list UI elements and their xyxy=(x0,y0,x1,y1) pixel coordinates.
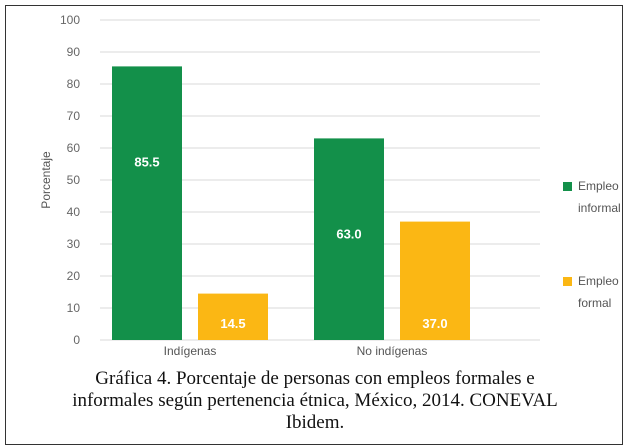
caption-line-2: informales según pertenencia étnica, Méx… xyxy=(72,390,558,411)
x-tick-label: No indígenas xyxy=(357,344,428,358)
y-tick-label: 30 xyxy=(67,237,81,251)
data-label: 85.5 xyxy=(134,154,159,169)
bar xyxy=(112,66,182,341)
y-tick-label: 50 xyxy=(67,173,81,187)
legend-label: formal xyxy=(578,296,611,310)
y-tick-label: 20 xyxy=(67,269,81,283)
y-tick-label: 90 xyxy=(67,45,81,59)
y-tick-label: 80 xyxy=(67,77,81,91)
legend-label: informal xyxy=(578,201,621,215)
legend-swatch xyxy=(563,182,572,191)
y-tick-label: 0 xyxy=(73,333,80,347)
data-label: 63.0 xyxy=(336,226,361,241)
y-tick-label: 10 xyxy=(67,301,81,315)
legend-label: Empleo xyxy=(578,274,619,288)
caption-line-3: Ibidem. xyxy=(285,412,345,433)
caption-line-1: Gráfica 4. Porcentaje de personas con em… xyxy=(95,368,535,389)
data-label: 37.0 xyxy=(422,316,447,331)
bar xyxy=(400,221,470,340)
legend-swatch xyxy=(563,277,572,286)
y-tick-label: 60 xyxy=(67,141,81,155)
y-tick-label: 40 xyxy=(67,205,81,219)
y-tick-label: 100 xyxy=(60,13,80,27)
x-tick-label: Indígenas xyxy=(164,344,217,358)
legend-label: Empleo xyxy=(578,179,619,193)
y-tick-label: 70 xyxy=(67,109,81,123)
bar xyxy=(198,293,268,340)
data-label: 14.5 xyxy=(220,316,245,331)
y-axis-label: Porcentaje xyxy=(39,151,53,209)
figure-caption: Gráfica 4. Porcentaje de personas con em… xyxy=(0,368,630,434)
bar xyxy=(314,138,384,340)
